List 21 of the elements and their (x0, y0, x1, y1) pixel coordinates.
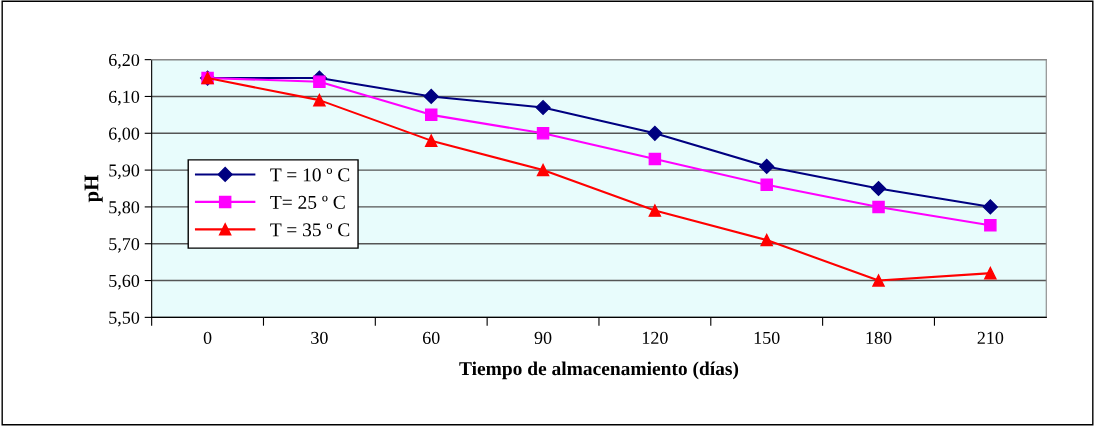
legend-label: T = 10 º C (270, 168, 350, 182)
legend-label: T = 35 º C (270, 223, 350, 237)
y-tick-label: 6,20 (109, 53, 140, 69)
y-tick-label: 6,10 (109, 90, 140, 106)
x-tick-label: 150 (754, 331, 780, 344)
y-tick-label: 6,00 (109, 127, 140, 143)
y-tick-label: 5,70 (109, 237, 140, 253)
x-tick-label: 180 (866, 331, 892, 344)
x-tick-label: 30 (311, 331, 328, 344)
legend-label: T= 25 º C (270, 195, 345, 209)
y-axis-title: pH (84, 174, 103, 203)
x-tick-label: 0 (203, 331, 212, 344)
x-axis-title: Tiempo de almacenamiento (días) (459, 361, 739, 380)
y-tick-label: 5,80 (109, 201, 140, 216)
x-tick-label: 90 (534, 331, 552, 344)
x-tick-label: 60 (422, 331, 440, 344)
y-tick-label: 5,90 (109, 164, 140, 180)
y-tick-label: 5,60 (109, 274, 140, 290)
y-tick-label: 5,50 (109, 311, 140, 327)
x-tick-label: 120 (642, 331, 668, 344)
x-tick-label: 210 (977, 331, 1004, 344)
